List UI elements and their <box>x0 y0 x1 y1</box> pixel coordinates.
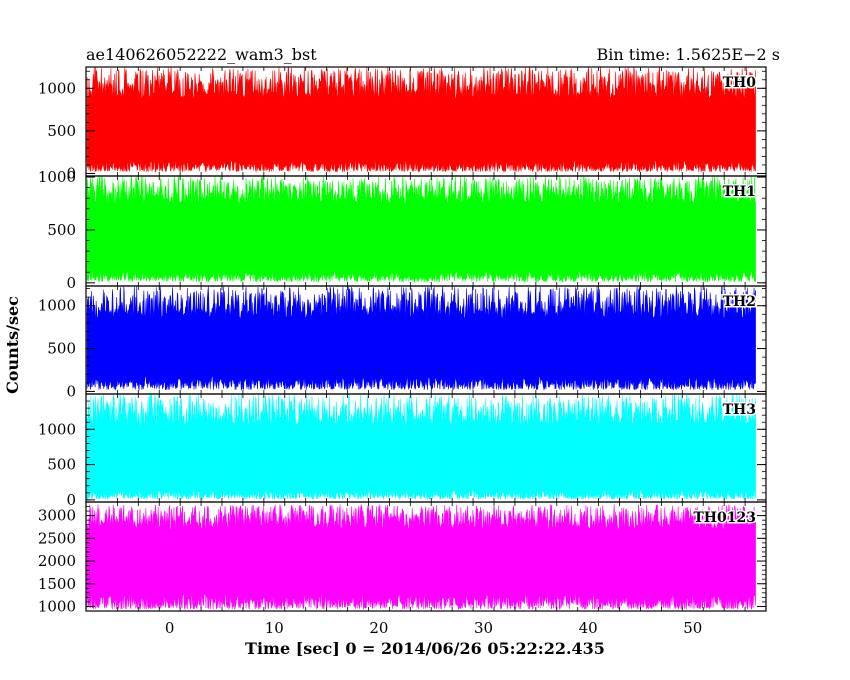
channel-label-th0: TH0 <box>723 75 757 91</box>
panel-th3: 0 500 1000 TH3 <box>38 393 767 509</box>
series-th3-band <box>86 394 756 501</box>
y-axis-label: Counts/sec <box>3 296 22 394</box>
panel-th2: 0 500 1000 TH2 <box>38 285 767 400</box>
y-tick-label: 500 <box>47 340 76 358</box>
channel-label-th1: TH1 <box>723 184 756 200</box>
y-tick-label: 2000 <box>38 552 76 570</box>
channel-label-th2: TH2 <box>723 294 756 310</box>
y-tick-label: 0 <box>66 274 76 292</box>
x-tick-label: 30 <box>474 619 493 637</box>
y-tick-label: 0 <box>66 382 76 400</box>
channel-label-th3: TH3 <box>723 402 756 418</box>
panel-th0123: 1000 1500 2000 2500 3000 TH0123 <box>38 501 767 615</box>
panel-th0: 0 500 1000 TH0 <box>38 66 767 182</box>
series-th0-band <box>86 67 756 173</box>
y-tick-label: 500 <box>47 456 76 474</box>
y-tick-label: 1000 <box>38 168 76 186</box>
x-tick-label: 10 <box>265 619 284 637</box>
y-tick-label: 0 <box>66 164 76 182</box>
x-axis: 0 10 20 30 40 50 <box>165 619 702 637</box>
x-tick-label: 0 <box>165 619 175 637</box>
y-tick-label: 500 <box>47 122 76 140</box>
series-th2-band <box>86 286 756 391</box>
x-axis-label: Time [sec] 0 = 2014/06/26 05:22:22.435 <box>245 639 605 658</box>
y-tick-label: 1000 <box>38 79 76 97</box>
series-th0123-band <box>86 504 756 611</box>
y-tick-label: 1000 <box>38 297 76 315</box>
x-tick-label: 20 <box>369 619 388 637</box>
bin-time-label: Bin time: 1.5625E−2 s <box>597 45 780 64</box>
panels-group: 0 500 1000 TH0 0 500 1000 TH1 0 500 1000 TH2 0 500 100… <box>38 66 767 615</box>
series-th1-band <box>86 176 756 283</box>
y-tick-label: 1000 <box>38 420 76 438</box>
y-tick-label: 0 <box>66 491 76 509</box>
channel-label-th0123: TH0123 <box>693 510 756 526</box>
chart-title: ae140626052222_wam3_bst <box>86 45 317 64</box>
y-tick-label: 2500 <box>38 529 76 547</box>
panel-th1: 0 500 1000 TH1 <box>38 168 767 292</box>
x-tick-label: 40 <box>579 619 598 637</box>
x-tick-label: 50 <box>683 619 702 637</box>
y-tick-label: 1500 <box>38 575 76 593</box>
y-tick-label: 3000 <box>38 507 76 525</box>
y-tick-label: 500 <box>47 221 76 239</box>
y-tick-label: 1000 <box>38 597 76 615</box>
